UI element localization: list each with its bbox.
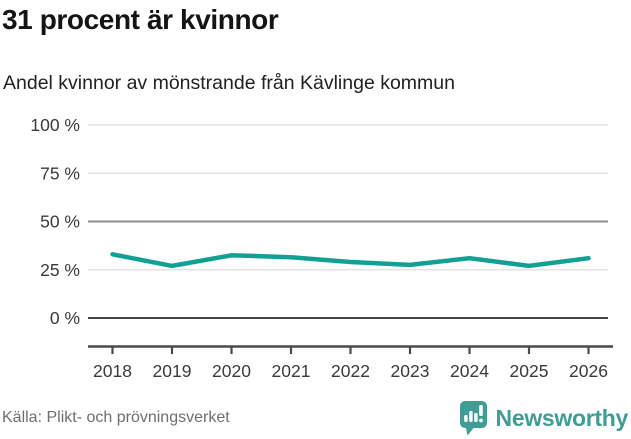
data-series-line-0 [110, 252, 591, 269]
chart-subtitle: Andel kvinnor av mönstrande från Kävling… [3, 72, 455, 94]
x-tick-label-2021: 2021 [272, 361, 311, 381]
x-tick-label-2018: 2018 [93, 361, 132, 381]
x-tick-label-2022: 2022 [331, 361, 370, 381]
newsworthy-logo: Newsworthy [458, 400, 628, 436]
chart-title: 31 procent är kvinnor [2, 4, 279, 35]
newsworthy-wordmark: Newsworthy [495, 404, 629, 431]
line-chart: 0 % 25 % 50 % 75 % 100 % 2018 2019 2020 2021 2022… [30, 115, 613, 381]
x-tick-label-2019: 2019 [153, 361, 192, 381]
y-tick-label-25: 25 % [40, 260, 80, 280]
y-tick-label-75: 75 % [40, 163, 80, 183]
y-tick-label-0: 0 % [50, 308, 80, 328]
x-tick-label-2023: 2023 [391, 361, 430, 381]
x-tick-label-2025: 2025 [510, 361, 549, 381]
source-note: Källa: Plikt- och prövningsverket [2, 409, 230, 426]
x-tick-label-2026: 2026 [569, 361, 608, 381]
x-tick-label-2020: 2020 [212, 361, 251, 381]
newsworthy-bubble-chart-icon [459, 401, 487, 436]
y-tick-label-50: 50 % [40, 212, 80, 232]
x-tick-label-2024: 2024 [450, 361, 489, 381]
y-tick-label-100: 100 % [30, 115, 80, 135]
